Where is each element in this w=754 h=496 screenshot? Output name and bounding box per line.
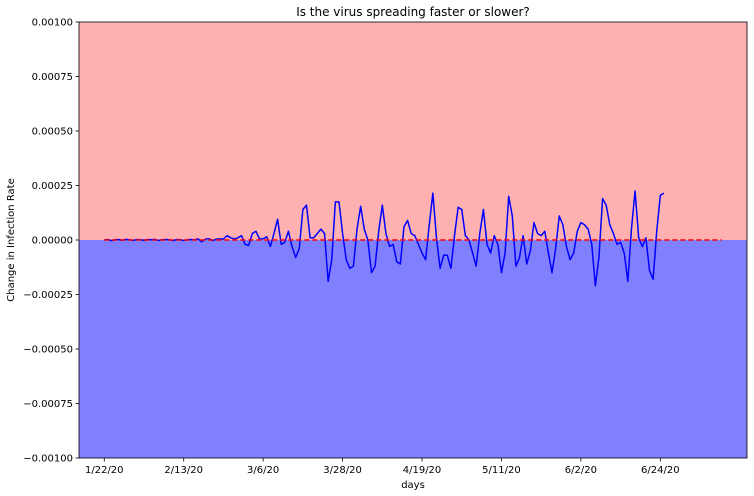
y-tick-label: 0.00075 <box>32 72 73 83</box>
y-axis-label: Change in Infection Rate <box>6 178 17 301</box>
x-axis-ticks: 1/22/20 2/13/20 3/6/20 3/28/20 4/19/20 5/11/2… <box>85 458 680 476</box>
y-tick-label: −0.00025 <box>23 290 73 301</box>
series-line-infection-rate <box>104 190 665 287</box>
y-tick-label: 0.00025 <box>32 181 73 192</box>
y-tick-label: −0.00075 <box>23 399 73 410</box>
region-faster <box>79 22 747 240</box>
x-tick-label: 3/28/20 <box>323 465 362 476</box>
x-tick-label: 6/2/20 <box>565 465 597 476</box>
series-layer <box>104 190 722 287</box>
x-tick-label: 3/6/20 <box>247 465 279 476</box>
region-slower <box>79 240 747 458</box>
x-axis-label: days <box>401 480 425 491</box>
y-tick-label: −0.00050 <box>23 345 73 356</box>
y-tick-label: 0.00100 <box>32 18 73 29</box>
x-tick-label: 2/13/20 <box>164 465 203 476</box>
x-tick-label: 4/19/20 <box>403 465 442 476</box>
x-tick-label: 6/24/20 <box>641 465 680 476</box>
x-tick-label: 1/22/20 <box>85 465 124 476</box>
x-tick-label: 5/11/20 <box>482 465 521 476</box>
y-tick-label: −0.00100 <box>23 454 73 465</box>
y-axis-ticks: −0.00100 −0.00075 −0.00050 −0.00025 0.00000 0… <box>23 18 79 465</box>
y-tick-label: 0.00000 <box>32 236 73 247</box>
y-tick-label: 0.00050 <box>32 127 73 138</box>
background-regions <box>79 22 747 458</box>
chart-title: Is the virus spreading faster or slower? <box>296 5 530 19</box>
